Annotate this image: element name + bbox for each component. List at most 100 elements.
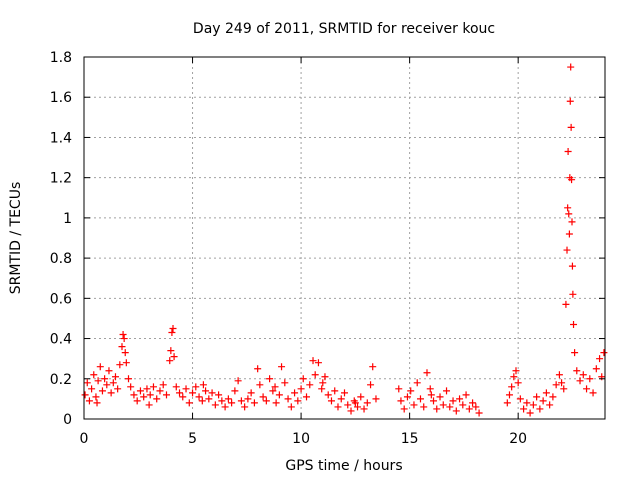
data-point	[166, 357, 174, 365]
data-point	[555, 371, 563, 379]
data-point	[536, 405, 544, 413]
data-point	[560, 385, 568, 393]
data-point	[88, 385, 96, 393]
data-point	[81, 391, 89, 399]
data-point	[287, 403, 295, 411]
data-point	[567, 123, 575, 131]
data-point	[552, 381, 560, 389]
data-point	[395, 385, 403, 393]
data-point	[271, 383, 279, 391]
data-point	[526, 409, 534, 417]
data-point	[416, 395, 424, 403]
data-point	[169, 325, 177, 332]
data-point	[369, 363, 377, 371]
y-axis-label: SRMTID / TECUs	[8, 182, 24, 295]
data-point	[170, 353, 178, 361]
data-point	[269, 387, 277, 395]
data-point	[199, 381, 207, 389]
data-point	[459, 401, 467, 409]
data-point	[262, 397, 270, 405]
data-point	[318, 385, 326, 393]
data-point	[331, 387, 339, 395]
data-point	[549, 393, 557, 401]
data-point	[83, 379, 91, 387]
data-point	[314, 359, 322, 367]
data-point	[600, 349, 608, 357]
data-point	[92, 393, 100, 401]
data-point	[510, 373, 518, 381]
data-point	[321, 373, 329, 381]
data-point	[443, 387, 451, 395]
data-point	[272, 399, 280, 407]
data-point	[159, 381, 167, 389]
data-point	[533, 393, 541, 401]
data-point	[570, 320, 578, 328]
data-point	[125, 375, 133, 383]
data-point	[469, 399, 477, 407]
data-point	[281, 379, 289, 387]
y-tick-label: 0.2	[50, 372, 72, 388]
data-point	[565, 230, 573, 238]
data-point	[462, 391, 470, 399]
data-point	[168, 329, 176, 337]
data-point	[546, 401, 554, 409]
data-point	[221, 403, 229, 411]
ticks-layer: 0 5 10 15 20 0 0.2 0.4 0.6 0.8 1 1.2 1.4 1.6 1.8	[50, 50, 605, 447]
data-point	[427, 391, 435, 399]
data-point	[311, 371, 319, 379]
chart-title: Day 249 of 2011, SRMTID for receiver kou…	[193, 21, 495, 37]
data-point	[583, 385, 591, 393]
data-point	[237, 397, 245, 405]
data-point	[215, 391, 223, 399]
points-layer	[81, 63, 608, 417]
data-point	[576, 377, 584, 385]
data-point	[103, 381, 111, 389]
data-point	[120, 335, 128, 343]
data-point	[259, 393, 267, 401]
data-point	[167, 347, 175, 355]
data-point	[256, 381, 264, 389]
data-point	[303, 393, 311, 401]
data-point	[179, 393, 187, 401]
data-point	[241, 403, 249, 411]
x-tick-label: 0	[80, 431, 89, 447]
data-point	[306, 381, 314, 389]
data-point	[564, 148, 572, 156]
y-tick-label: 0.8	[50, 251, 72, 267]
data-point	[436, 393, 444, 401]
data-point	[397, 397, 405, 405]
data-point	[299, 375, 307, 383]
data-point	[410, 401, 418, 409]
data-point	[523, 399, 531, 407]
data-point	[156, 387, 164, 395]
data-point	[512, 367, 520, 375]
data-point	[426, 385, 434, 393]
x-tick-label: 15	[401, 431, 419, 447]
data-point	[247, 389, 255, 397]
data-point	[351, 399, 359, 407]
data-point	[122, 359, 130, 367]
data-point	[114, 385, 122, 393]
data-point	[505, 391, 513, 399]
data-point	[224, 395, 232, 403]
data-point	[357, 393, 365, 401]
y-tick-label: 0	[63, 412, 72, 428]
data-point	[503, 399, 511, 407]
data-point	[250, 399, 258, 407]
data-point	[202, 387, 210, 395]
data-point	[278, 363, 286, 371]
data-point	[367, 381, 375, 389]
data-point	[118, 343, 126, 351]
y-tick-label: 1.2	[50, 171, 72, 187]
data-point	[403, 393, 411, 401]
data-point	[529, 401, 537, 409]
data-point	[360, 405, 368, 413]
data-point	[592, 365, 600, 373]
data-point	[571, 349, 579, 357]
data-point	[297, 385, 305, 393]
data-point	[116, 361, 124, 369]
data-point	[109, 379, 117, 387]
data-point	[162, 391, 170, 399]
data-point	[413, 379, 421, 387]
data-point	[284, 395, 292, 403]
